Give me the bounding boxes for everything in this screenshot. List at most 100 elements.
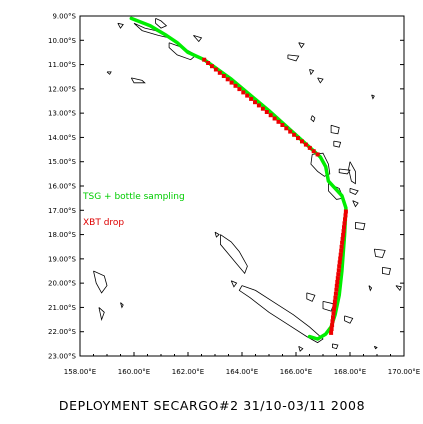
xbt-drop-marker <box>303 142 308 147</box>
xbt-drop-marker <box>337 260 342 265</box>
xbt-drop-marker <box>331 311 336 316</box>
legend-tsg-label: TSG + bottle sampling <box>82 192 185 202</box>
y-tick-label: 11.00°S <box>48 61 77 69</box>
y-tick-label: 15.00°S <box>48 158 77 166</box>
coastline-efate <box>354 222 366 231</box>
xbt-drop-marker <box>329 330 334 335</box>
xbt-drop-marker <box>342 225 346 230</box>
coastline-loyalty-ouvea <box>306 292 316 302</box>
coastline-cook-reef <box>230 280 238 288</box>
xbt-drop-layer <box>202 57 348 335</box>
y-tick-label: 10.00°S <box>48 37 77 45</box>
xbt-drop-marker <box>221 74 226 78</box>
y-tick-label: 17.00°S <box>48 207 77 215</box>
coastline-maewo-pentecost <box>348 161 356 185</box>
coastline-reef-small-b <box>298 345 304 352</box>
coastline-chesterfield <box>93 270 108 294</box>
xbt-drop-marker <box>311 149 316 154</box>
xbt-drop-marker <box>343 217 347 222</box>
xbt-drop-marker <box>339 248 344 253</box>
xbt-drop-marker <box>330 323 335 328</box>
x-tick-label: 168.00°E <box>334 368 366 376</box>
coastline-malekula <box>327 183 344 200</box>
xbt-drop-marker <box>333 291 338 296</box>
coastline-rennell <box>130 77 146 84</box>
coastline-ambae <box>338 168 351 175</box>
coastline-banks-gaua <box>333 140 342 148</box>
xbt-drop-marker <box>292 132 297 137</box>
xbt-drop-marker <box>334 283 339 288</box>
xbt-drop-marker <box>329 327 334 331</box>
xbt-drop-marker <box>284 126 289 131</box>
xbt-drop-marker <box>213 67 218 72</box>
coastline-epi <box>352 200 359 208</box>
coastline-loyalty-lifou <box>322 301 335 312</box>
xbt-drop-marker <box>343 209 348 214</box>
y-tick-label: 23.00°S <box>48 353 77 361</box>
xbt-drop-marker <box>330 319 335 324</box>
xbt-drop-marker <box>332 307 336 312</box>
xbt-drop-marker <box>245 93 250 98</box>
coastline-bellona <box>106 71 112 75</box>
coastline-loyalty-mare <box>344 315 354 324</box>
coastline-aneityum <box>395 285 402 292</box>
y-tick-label: 22.00°S <box>48 328 77 336</box>
xbt-drop-marker <box>253 100 257 105</box>
xbt-drop-marker <box>256 103 261 108</box>
xbt-drop-marker <box>331 315 335 320</box>
xbt-drop-marker <box>260 106 265 111</box>
xbt-drop-marker <box>341 229 346 234</box>
coastline-new-guinea-edge <box>193 35 203 43</box>
xbt-drop-marker <box>307 145 312 150</box>
coastline-reef-east <box>368 285 373 292</box>
xbt-drop-marker <box>315 152 320 157</box>
xbt-drop-marker <box>338 252 343 257</box>
xbt-drop-marker <box>233 83 238 88</box>
coastline-layer <box>93 18 402 352</box>
y-tick-label: 16.00°S <box>48 183 77 191</box>
xbt-drop-marker <box>237 87 242 92</box>
xbt-drop-marker <box>342 221 347 226</box>
coastline-reef-northwest <box>219 234 248 275</box>
xbt-drop-marker <box>334 287 339 292</box>
xbt-drop-marker <box>300 139 304 144</box>
xbt-drop-marker <box>335 276 340 281</box>
coastline-entrecasteaux <box>214 231 220 238</box>
xbt-drop-marker <box>343 213 348 218</box>
xbt-drop-marker <box>332 299 337 304</box>
coastline-reef-small-a <box>120 302 124 309</box>
y-tick-label: 18.00°S <box>48 231 77 239</box>
x-tick-label: 164.00°E <box>226 368 258 376</box>
xbt-drop-marker <box>339 244 344 249</box>
xbt-drop-marker <box>202 57 207 62</box>
xbt-drop-marker <box>336 272 341 277</box>
y-axis-ticks: 9.00°S 10.00°S 11.00°S 12.00°S 13.00°S 14.00°… <box>48 13 404 361</box>
xbt-drop-marker <box>341 233 346 237</box>
coastline-walpole <box>373 345 378 350</box>
coastline-utupua <box>309 69 315 76</box>
x-axis-ticks: 158.00°E 160.00°E 162.00°E 164.00°E 166.00°E… <box>64 352 420 376</box>
x-tick-label: 158.00°E <box>64 368 96 376</box>
xbt-drop-marker <box>217 70 222 75</box>
xbt-drop-marker <box>338 256 343 261</box>
x-tick-label: 160.00°E <box>118 368 150 376</box>
xbt-drop-marker <box>268 113 273 118</box>
y-tick-label: 20.00°S <box>48 280 77 288</box>
xbt-drop-marker <box>340 236 345 241</box>
xbt-drop-marker <box>241 90 246 95</box>
xbt-drop-marker <box>332 303 337 308</box>
coastline-solomon-malaita <box>155 18 168 29</box>
coastline-grande-terre <box>238 285 324 344</box>
xbt-drop-marker <box>225 77 230 82</box>
xbt-drop-marker <box>337 264 342 269</box>
ship-track-layer <box>129 16 348 341</box>
y-tick-label: 14.00°S <box>48 134 77 142</box>
coastline-santa-cruz-ndeni <box>287 54 300 62</box>
xbt-drop-marker <box>296 136 300 141</box>
map-caption: DEPLOYMENT SECARGO#2 31/10-03/11 2008 <box>59 398 365 413</box>
y-tick-label: 12.00°S <box>48 85 77 93</box>
coastline-tikopia <box>371 94 375 100</box>
xbt-drop-marker <box>288 129 293 134</box>
legend: TSG + bottle sampling XBT drop <box>82 192 185 228</box>
